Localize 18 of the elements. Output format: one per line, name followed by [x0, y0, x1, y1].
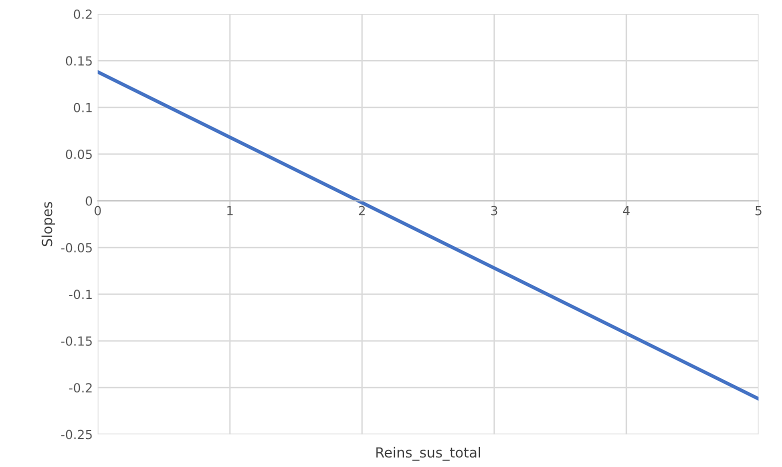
y-tick-label: -0.15: [61, 336, 92, 346]
y-tick-label: 0: [86, 196, 92, 206]
x-tick-label: 5: [756, 206, 762, 216]
y-tick-label: 0.2: [74, 9, 92, 19]
x-tick-label: 0: [94, 206, 101, 216]
y-tick-label: -0.05: [61, 242, 92, 252]
x-axis-title: Reins_sus_total: [376, 446, 480, 461]
y-tick-label: 0.1: [74, 102, 92, 112]
y-tick-label: 0.15: [66, 56, 92, 66]
x-tick-label: 3: [491, 206, 498, 216]
y-tick-label: 0.05: [66, 150, 92, 160]
x-tick-label: 1: [227, 206, 233, 216]
y-tick-label: -0.25: [61, 430, 92, 440]
y-tick-label: -0.1: [69, 290, 92, 300]
y-axis-title: Slopes: [42, 202, 55, 246]
y-tick-label: -0.2: [69, 383, 92, 393]
x-tick-label: 4: [623, 206, 630, 216]
x-tick-label: 2: [359, 206, 365, 216]
